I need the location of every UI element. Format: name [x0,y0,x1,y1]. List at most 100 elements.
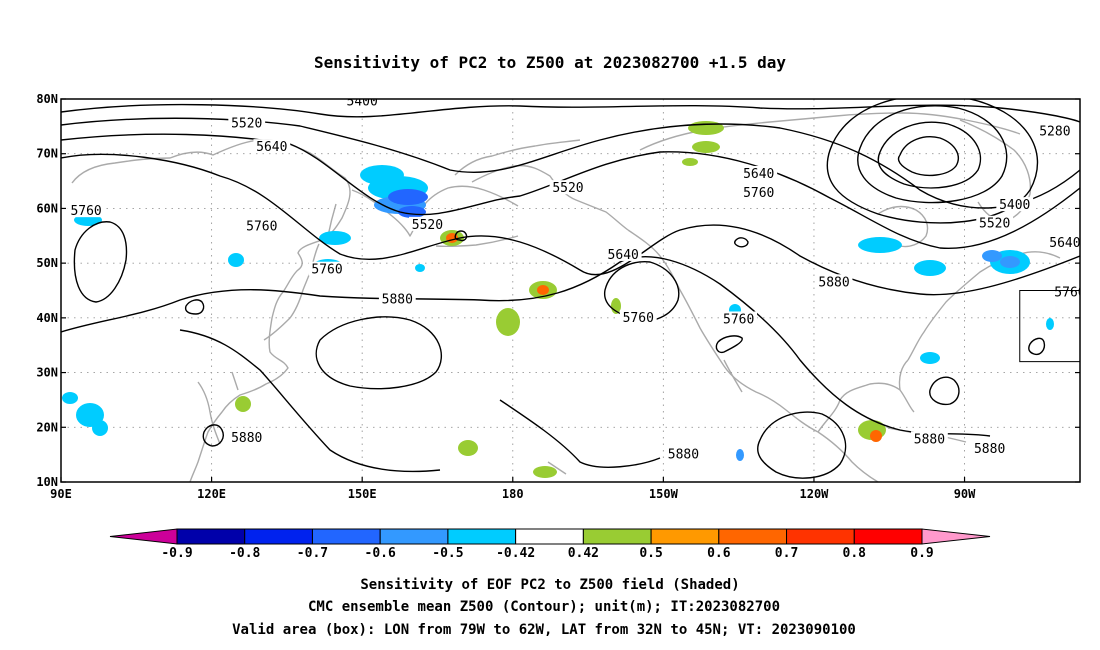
contour-label: 5760 [743,186,774,201]
map-panel: 5400 5400 5520 5640 5760 5760 5520 5520 5640 5640… [36,92,1081,501]
coastline-taiwan [231,371,239,391]
contour-small-low [454,230,468,242]
contour-label: 5760 [246,219,277,234]
coastline-arctic-alaska [454,139,581,176]
contour-small-china [184,299,205,315]
contour-label-bg [720,311,758,326]
coastline-east-asia [71,138,351,482]
contour-label-bg [308,261,346,276]
contour-low-arctic-2 [877,121,982,189]
sensitivity-shade [537,285,549,295]
sensitivity-shade [858,237,902,253]
colorbar-segment [582,528,652,545]
contour-low-west [73,221,128,303]
tick-label-lon: 150E [348,487,377,501]
colorbar-label: 0.8 [843,546,867,561]
contour-label-bg [1036,123,1074,138]
coastline-philippines [197,381,221,445]
contour-label-bg [740,165,778,180]
colorbar-segment [650,528,720,545]
colorbar-segment [176,528,246,545]
contour-small-atlantic [929,376,960,406]
colorbar-segment [718,528,788,545]
contour-label-bg [619,309,657,324]
coastline-aleutians [435,235,519,248]
contour-label: 5520 [231,117,262,132]
contour-label: 5760 [70,204,101,219]
sensitivity-shade [692,141,720,153]
contour-5880-tropics [179,329,441,473]
tick-label-lat: 50N [36,256,58,270]
contour-label: 5880 [914,432,945,447]
contour-label-bg [67,203,105,218]
tick-label-lat: 40N [36,311,58,325]
colorbar-label: -0.7 [297,546,328,561]
caption-line-2: CMC ensemble mean Z500 (Contour); unit(m… [308,599,780,615]
colorbar-label: 0.42 [568,546,599,561]
sensitivity-shade [388,189,428,205]
contour-5880-pacific [499,399,661,468]
colorbar-segment [853,528,923,545]
contour-label: 5880 [818,275,849,290]
contour-label-bg [409,216,446,231]
map-frame [60,98,1081,483]
contour-label: 5640 [743,167,774,182]
contour-label-bg [604,246,642,261]
coastline-japan [263,243,320,341]
contour-label-bg [971,441,1009,456]
sensitivity-shade [235,396,251,412]
coastline-gulf-mexico [817,382,915,433]
coastline-baja [723,359,743,393]
contour-low-arctic-4 [826,99,1039,224]
colorbar: -0.9 -0.8 -0.7 -0.6 -0.5 -0.42 0.42 0.5 0.6 0.7 0.… [109,528,991,561]
colorbar-label: 0.9 [910,546,933,561]
colorbar-label: -0.9 [161,546,192,561]
contour-label: 5760 [311,263,342,278]
tick-label-lon: 90E [50,487,72,501]
sensitivity-shade [533,466,557,478]
sensitivity-shade [319,231,351,245]
contour-label-bg [815,274,853,289]
colorbar-segment [311,528,381,545]
contour-label: 5640 [256,140,287,155]
sensitivity-shade [228,253,244,267]
axis-tick-labels: 90E120E150E180150W120W90W60W10N20N30N40N… [36,92,976,501]
sensitivity-shade [1000,256,1020,268]
tick-label-lon: 150W [649,487,679,501]
contour-label: 5520 [979,217,1010,232]
contour-labels: 5400 5400 5520 5640 5760 5760 5520 5520 5640 5640… [67,99,1080,463]
contour-label-bg [1051,284,1080,299]
sensitivity-shade [914,260,946,276]
contour-label: 5520 [552,181,583,196]
contour-low-arctic [897,136,959,177]
axis-ticks [60,98,1080,483]
colorbar-label: -0.6 [365,546,396,561]
contour-label: 5280 [1039,124,1070,139]
colorbar-segment [244,528,313,545]
figure-title: Sensitivity of PC2 to Z500 at 2023082700… [314,53,786,72]
tick-label-lon: 120W [800,487,830,501]
contour-label-bg [343,99,381,108]
contour-label-bg [1046,234,1080,249]
contour-5520 [61,117,1080,209]
contour-small-pacific [715,335,743,354]
coastline-central-america [817,431,879,482]
contour-label-bg [378,291,416,306]
tick-label-lon: 120E [197,487,226,501]
contour-small-canada [734,237,749,248]
contour-label-bg [665,446,702,461]
colorbar-high-end [921,528,991,545]
colorbar-low-end [109,528,178,545]
contour-label: 5880 [668,448,699,463]
colorbar-label: -0.42 [496,546,535,561]
sensitivity-shade [496,308,520,336]
sensitivity-shade [1046,318,1054,330]
colorbar-segment [515,528,584,545]
colorbar-label: 0.7 [775,546,798,561]
colorbar-label: 0.6 [707,546,731,561]
contour-label: 5880 [382,292,413,307]
tick-label-lon: 90W [954,487,976,501]
valid-area-box [1019,290,1080,363]
contour-label-bg [976,215,1014,230]
